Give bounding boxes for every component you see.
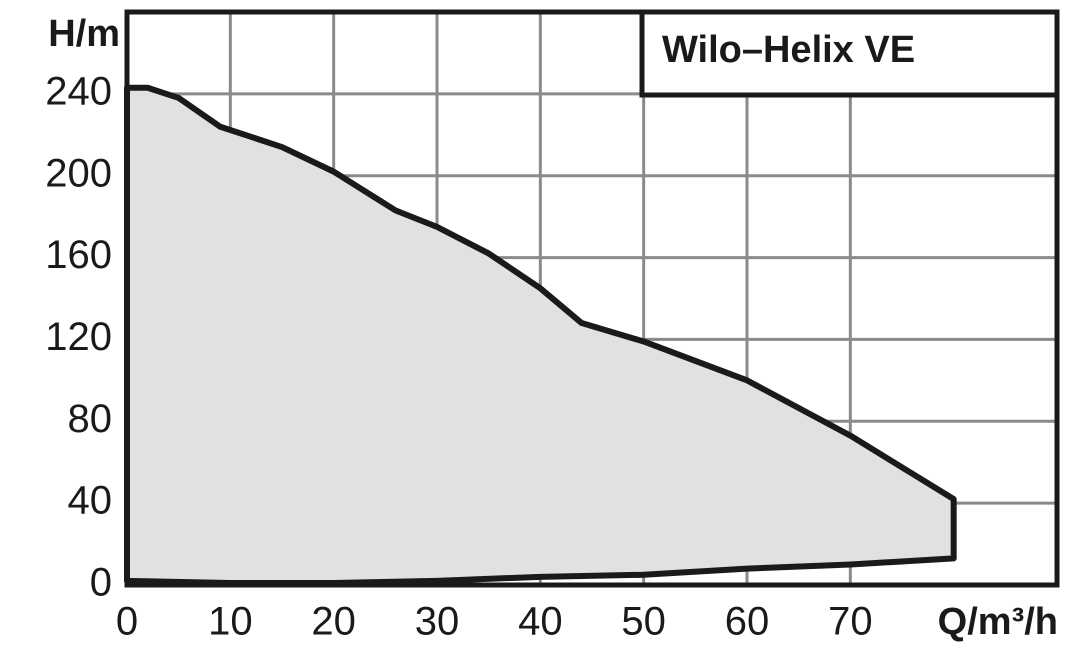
x-tick-label: 60 (725, 600, 770, 644)
y-axis-label: H/m (48, 13, 120, 55)
y-tick-label: 160 (45, 233, 112, 277)
y-tick-label: 240 (45, 69, 112, 113)
plot-frame (124, 9, 1060, 588)
x-tick-label: 20 (311, 600, 356, 644)
envelope-area (124, 84, 957, 586)
x-tick-label: 50 (621, 600, 666, 644)
y-tick-label: 200 (45, 151, 112, 195)
chart-title: Wilo–Helix VE (662, 29, 915, 71)
title-box (639, 9, 1060, 98)
x-tick-label: 0 (116, 600, 138, 644)
x-axis-label: Q/m³/h (938, 601, 1058, 643)
x-tick-label: 30 (415, 600, 460, 644)
y-tick-label: 40 (68, 479, 113, 523)
y-tick-label: 0 (90, 561, 112, 605)
y-tick-label: 120 (45, 315, 112, 359)
x-tick-label: 70 (828, 600, 873, 644)
y-tick-label: 80 (68, 397, 113, 441)
x-tick-label: 40 (518, 600, 563, 644)
x-tick-label: 10 (208, 600, 253, 644)
